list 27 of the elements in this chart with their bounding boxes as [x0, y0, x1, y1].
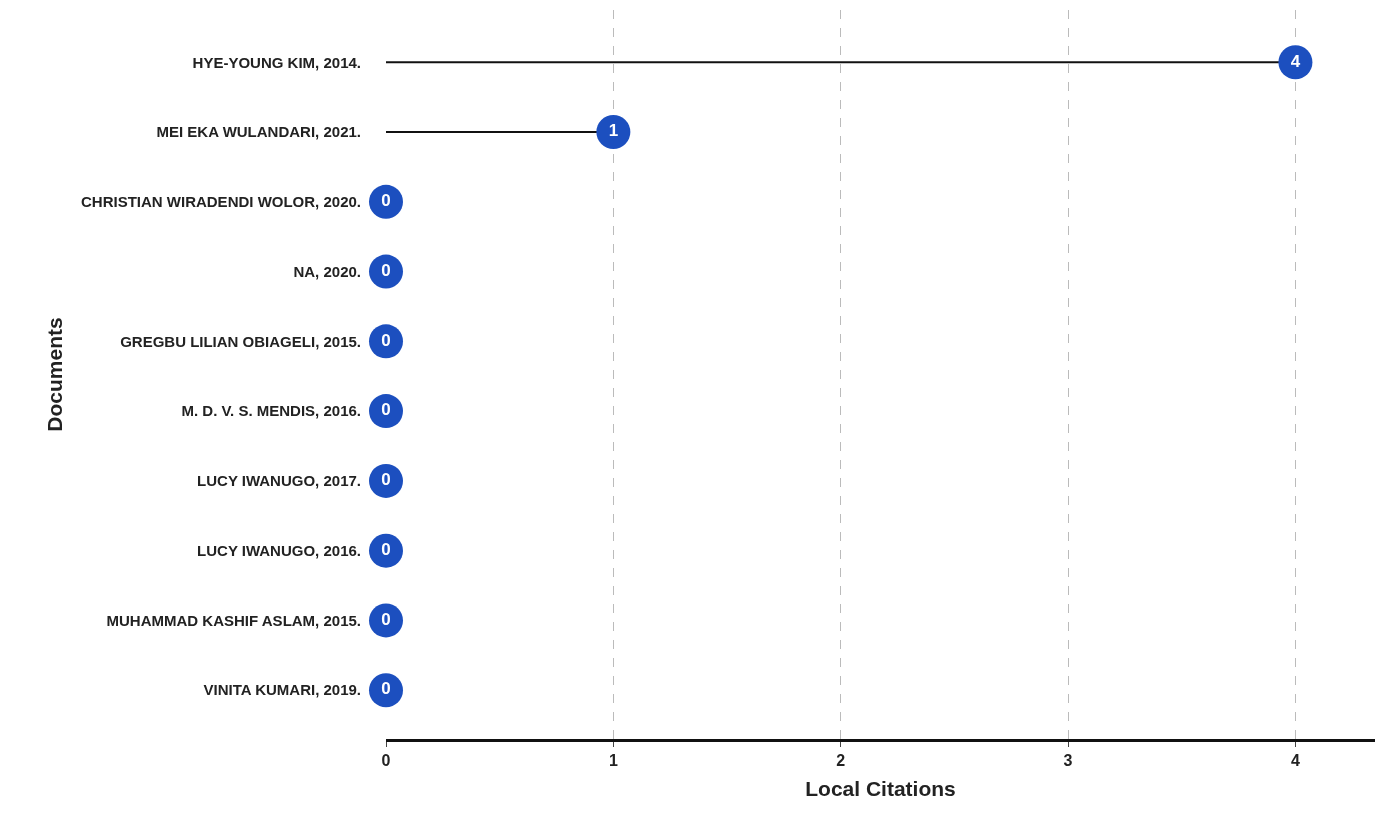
y-tick-label: VINITA KUMARI, 2019. — [203, 681, 361, 699]
data-label: 0 — [381, 609, 391, 629]
data-label: 1 — [608, 121, 619, 141]
data-label: 0 — [381, 260, 391, 280]
x-tick-label: 1 — [608, 752, 618, 770]
data-label: 0 — [381, 400, 391, 420]
y-tick-label: CHRISTIAN WIRADENDI WOLOR, 2020. — [80, 193, 361, 211]
x-axis-title: Local Citations — [805, 777, 956, 801]
y-tick-label: MUHAMMAD KASHIF ASLAM, 2015. — [106, 611, 361, 629]
y-axis-title: Documents — [43, 317, 67, 432]
y-tick-label: GREGBU LILIAN OBIAGELI, 2015. — [120, 332, 361, 350]
y-tick-label: LUCY IWANUGO, 2016. — [197, 541, 361, 559]
data-label: 0 — [381, 679, 391, 699]
data-label: 4 — [1290, 51, 1301, 71]
y-tick-label: M. D. V. S. MENDIS, 2016. — [181, 402, 361, 420]
y-tick-label: LUCY IWANUGO, 2017. — [197, 472, 361, 490]
data-label: 0 — [381, 191, 391, 211]
y-tick-label: HYE-YOUNG KIM, 2014. — [192, 53, 361, 71]
x-tick-label: 4 — [1290, 752, 1300, 770]
x-tick-label: 3 — [1063, 752, 1073, 770]
y-tick-label: MEI EKA WULANDARI, 2021. — [156, 123, 361, 141]
data-label: 0 — [381, 330, 391, 350]
x-tick-label: 2 — [836, 752, 846, 770]
y-tick-label: NA, 2020. — [293, 262, 361, 280]
data-label: 0 — [381, 470, 391, 490]
data-label: 0 — [381, 539, 391, 559]
x-tick-label: 0 — [381, 752, 391, 770]
